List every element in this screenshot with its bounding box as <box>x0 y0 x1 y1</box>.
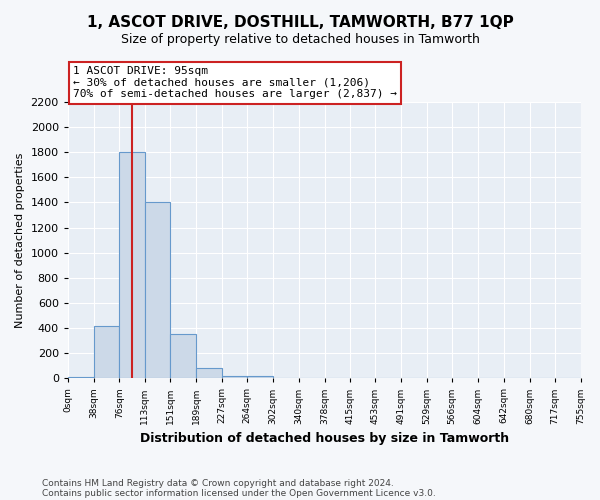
X-axis label: Distribution of detached houses by size in Tamworth: Distribution of detached houses by size … <box>140 432 509 445</box>
Bar <box>247 376 273 378</box>
Bar <box>68 377 94 378</box>
Bar <box>170 334 196 378</box>
Y-axis label: Number of detached properties: Number of detached properties <box>15 152 25 328</box>
Bar <box>196 368 222 378</box>
Text: 1, ASCOT DRIVE, DOSTHILL, TAMWORTH, B77 1QP: 1, ASCOT DRIVE, DOSTHILL, TAMWORTH, B77 … <box>86 15 514 30</box>
Bar <box>222 376 247 378</box>
Text: Contains public sector information licensed under the Open Government Licence v3: Contains public sector information licen… <box>42 488 436 498</box>
Text: 1 ASCOT DRIVE: 95sqm
← 30% of detached houses are smaller (1,206)
70% of semi-de: 1 ASCOT DRIVE: 95sqm ← 30% of detached h… <box>73 66 397 100</box>
Text: Contains HM Land Registry data © Crown copyright and database right 2024.: Contains HM Land Registry data © Crown c… <box>42 478 394 488</box>
Bar <box>119 152 145 378</box>
Bar <box>94 326 119 378</box>
Text: Size of property relative to detached houses in Tamworth: Size of property relative to detached ho… <box>121 32 479 46</box>
Bar <box>145 202 170 378</box>
